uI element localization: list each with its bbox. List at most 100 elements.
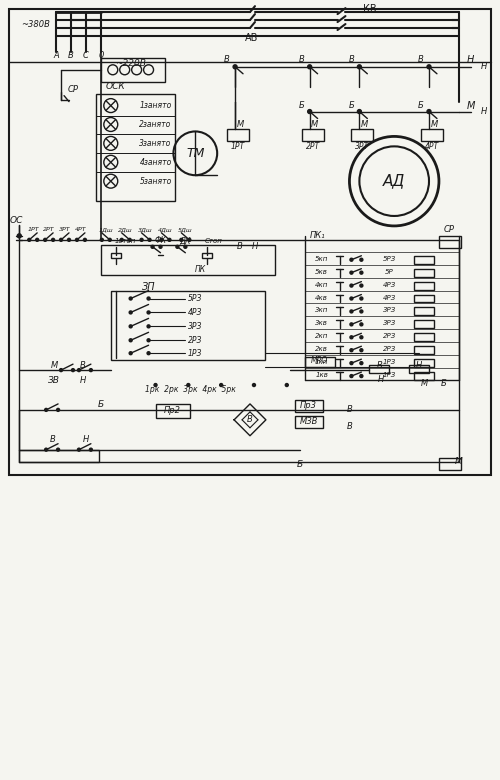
Text: 4Дш: 4Дш bbox=[158, 228, 173, 232]
Bar bbox=[111, 291, 265, 360]
Text: М: М bbox=[50, 360, 58, 370]
Text: Б: Б bbox=[441, 378, 447, 388]
Circle shape bbox=[108, 239, 112, 241]
Text: Н: Н bbox=[480, 62, 487, 71]
Text: М: М bbox=[360, 120, 368, 129]
Circle shape bbox=[84, 239, 86, 241]
Circle shape bbox=[160, 239, 163, 241]
Text: Н: Н bbox=[80, 375, 86, 385]
Circle shape bbox=[233, 65, 237, 69]
Circle shape bbox=[358, 65, 362, 69]
Text: 1РЗ: 1РЗ bbox=[382, 359, 396, 365]
Bar bbox=[370, 365, 389, 373]
Circle shape bbox=[128, 239, 131, 241]
Text: 1стоп: 1стоп bbox=[115, 238, 136, 244]
Text: ПК: ПК bbox=[194, 265, 206, 275]
Text: АВ: АВ bbox=[246, 33, 258, 43]
Bar bbox=[96, 94, 176, 201]
Circle shape bbox=[154, 384, 157, 387]
Bar bbox=[295, 400, 322, 412]
Text: 5Р: 5Р bbox=[385, 268, 394, 275]
Text: М: М bbox=[311, 120, 318, 129]
Circle shape bbox=[147, 311, 150, 314]
Bar bbox=[302, 129, 324, 141]
Bar bbox=[295, 416, 322, 427]
Bar bbox=[227, 129, 249, 141]
Text: АД: АД bbox=[383, 174, 406, 189]
Bar bbox=[156, 404, 190, 418]
Circle shape bbox=[56, 448, 59, 451]
Text: В: В bbox=[346, 422, 352, 431]
Circle shape bbox=[76, 239, 78, 241]
Text: 5кв: 5кв bbox=[315, 268, 328, 275]
Circle shape bbox=[44, 409, 48, 411]
Text: 1РЗ: 1РЗ bbox=[188, 349, 202, 358]
Text: ~220В: ~220В bbox=[115, 59, 146, 69]
Bar bbox=[352, 129, 374, 141]
Text: 2кв: 2кв bbox=[315, 346, 328, 353]
Bar bbox=[202, 253, 212, 257]
Text: 2РЗ: 2РЗ bbox=[382, 333, 396, 339]
Circle shape bbox=[44, 448, 48, 451]
Circle shape bbox=[308, 109, 312, 114]
Text: 3РТ: 3РТ bbox=[356, 142, 370, 151]
Circle shape bbox=[350, 297, 353, 300]
Circle shape bbox=[140, 239, 143, 241]
Text: МЗВ: МЗВ bbox=[300, 417, 318, 427]
Circle shape bbox=[350, 258, 353, 261]
Text: М: М bbox=[236, 120, 244, 129]
Text: 4кв: 4кв bbox=[315, 295, 328, 300]
Text: А: А bbox=[53, 51, 59, 60]
Text: Н: Н bbox=[416, 360, 422, 370]
Text: 3РЗ: 3РЗ bbox=[188, 322, 202, 331]
Text: 5РЗ: 5РЗ bbox=[188, 294, 202, 303]
Circle shape bbox=[90, 448, 92, 451]
Circle shape bbox=[18, 234, 21, 238]
Text: ОСК: ОСК bbox=[106, 82, 126, 91]
Text: 5РЗ: 5РЗ bbox=[382, 256, 396, 262]
Text: 2РТ: 2РТ bbox=[306, 142, 320, 151]
Circle shape bbox=[308, 65, 312, 69]
Text: ФК: ФК bbox=[154, 236, 166, 246]
Circle shape bbox=[350, 310, 353, 313]
Circle shape bbox=[100, 239, 103, 241]
Circle shape bbox=[360, 297, 363, 300]
Text: В: В bbox=[50, 435, 56, 445]
Bar bbox=[414, 321, 434, 328]
Text: ~380В: ~380В bbox=[22, 20, 50, 29]
Text: 2Дш: 2Дш bbox=[118, 228, 133, 232]
Circle shape bbox=[427, 65, 431, 69]
Circle shape bbox=[90, 369, 92, 371]
Circle shape bbox=[129, 324, 132, 328]
Text: 1РЗ: 1РЗ bbox=[382, 372, 396, 378]
Text: 4РТ: 4РТ bbox=[75, 228, 87, 232]
Circle shape bbox=[360, 362, 363, 364]
Text: 1РТ: 1РТ bbox=[231, 142, 245, 151]
Text: Пр2: Пр2 bbox=[164, 406, 181, 416]
Text: 2кп: 2кп bbox=[315, 333, 328, 339]
Bar bbox=[414, 268, 434, 277]
Bar bbox=[439, 458, 461, 470]
Circle shape bbox=[427, 109, 431, 114]
Text: Стоп: Стоп bbox=[204, 238, 222, 244]
Text: 5занято: 5занято bbox=[140, 176, 172, 186]
Text: СР: СР bbox=[444, 225, 454, 235]
Text: 3занято: 3занято bbox=[140, 139, 172, 148]
Text: 2РЗ: 2РЗ bbox=[188, 335, 202, 345]
Circle shape bbox=[129, 339, 132, 342]
Circle shape bbox=[147, 297, 150, 300]
Text: ЗП: ЗП bbox=[142, 282, 156, 292]
Text: 4занято: 4занято bbox=[140, 158, 172, 167]
Circle shape bbox=[129, 352, 132, 355]
Text: 1кп: 1кп bbox=[315, 359, 328, 365]
Text: ТМ: ТМ bbox=[186, 147, 204, 160]
Text: Н: Н bbox=[480, 107, 487, 116]
Bar bbox=[439, 236, 461, 248]
Text: 5Дш: 5Дш bbox=[178, 228, 192, 232]
Circle shape bbox=[44, 239, 46, 241]
Circle shape bbox=[151, 245, 154, 248]
Text: 2занято: 2занято bbox=[140, 120, 172, 129]
Circle shape bbox=[252, 384, 256, 387]
Text: 4РЗ: 4РЗ bbox=[382, 282, 396, 288]
Circle shape bbox=[286, 384, 288, 387]
